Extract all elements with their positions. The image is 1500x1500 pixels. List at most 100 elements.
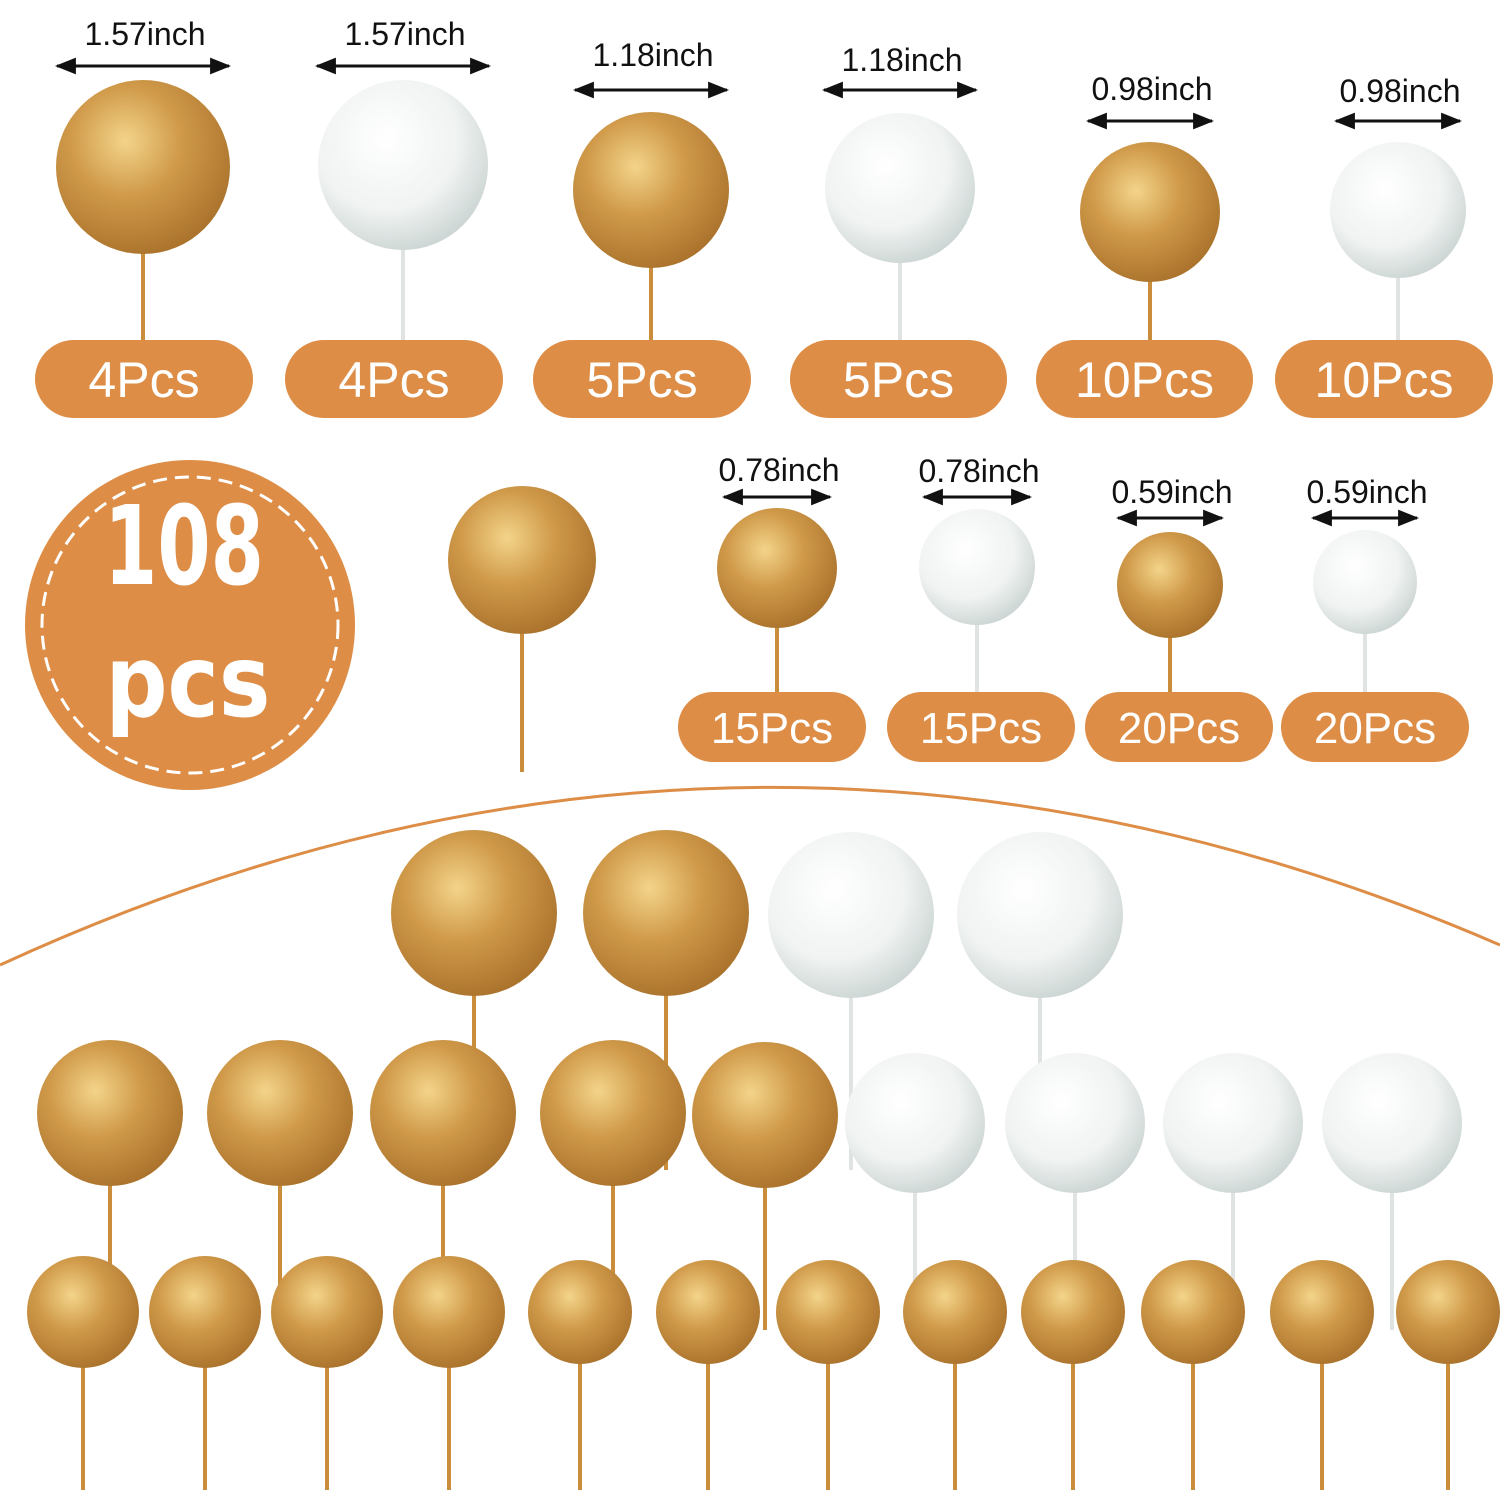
count-label: 4Pcs xyxy=(338,352,449,408)
ball xyxy=(56,80,230,254)
ball xyxy=(845,1053,985,1193)
badge-number: 108 xyxy=(104,482,264,610)
ball xyxy=(271,1256,383,1368)
size-label: 1.18inch xyxy=(593,37,714,73)
loose-ball xyxy=(448,486,596,772)
ball xyxy=(717,508,837,628)
size-label: 0.59inch xyxy=(1307,474,1428,510)
size-label: 1.18inch xyxy=(842,42,963,78)
size-label: 1.57inch xyxy=(345,16,466,52)
count-label: 10Pcs xyxy=(1075,352,1214,408)
ball xyxy=(1313,530,1417,634)
ball xyxy=(318,80,488,250)
ball xyxy=(776,1260,880,1364)
ball-gold xyxy=(1396,1260,1500,1490)
ball-gold xyxy=(903,1260,1007,1490)
product-ball-gold xyxy=(717,508,837,694)
count-pill xyxy=(678,692,866,762)
ball xyxy=(957,832,1123,998)
product-item: 0.78inch 15Pcs xyxy=(887,453,1075,762)
ball xyxy=(1163,1053,1303,1193)
ball xyxy=(1080,142,1220,282)
ball-gold xyxy=(393,1256,505,1490)
size-label: 0.59inch xyxy=(1112,474,1233,510)
product-item: 0.59inch 20Pcs xyxy=(1085,474,1273,762)
size-label: 0.98inch xyxy=(1092,71,1213,107)
ball xyxy=(656,1260,760,1364)
ball xyxy=(149,1256,261,1368)
ball xyxy=(583,830,749,996)
ball xyxy=(27,1256,139,1368)
ball-gold xyxy=(656,1260,760,1490)
ball xyxy=(370,1040,516,1186)
count-pill xyxy=(1281,692,1469,762)
badge-unit: pcs xyxy=(106,623,271,740)
count-pill xyxy=(533,340,751,418)
ball xyxy=(1270,1260,1374,1364)
ball xyxy=(448,486,596,634)
ball xyxy=(393,1256,505,1368)
count-pill xyxy=(1275,340,1493,418)
ball xyxy=(528,1260,632,1364)
ball xyxy=(1141,1260,1245,1364)
ball xyxy=(692,1042,838,1188)
size-label: 1.57inch xyxy=(85,16,206,52)
count-label: 15Pcs xyxy=(920,704,1042,753)
ball-gold xyxy=(27,1256,139,1490)
ball xyxy=(1396,1260,1500,1364)
ball xyxy=(825,113,975,263)
divider-arc xyxy=(0,785,1500,967)
product-item: 1.18inch 5Pcs xyxy=(533,37,751,418)
count-label: 20Pcs xyxy=(1118,704,1240,753)
ball xyxy=(37,1040,183,1186)
quantity-badge: 108 pcs xyxy=(25,460,355,790)
product-item: 0.59inch 20Pcs xyxy=(1281,474,1469,762)
ball xyxy=(207,1040,353,1186)
ball xyxy=(391,830,557,996)
ball xyxy=(573,112,729,268)
product-ball-gold xyxy=(56,80,230,342)
count-label: 5Pcs xyxy=(586,352,697,408)
product-ball-gold xyxy=(1117,532,1223,694)
count-label: 4Pcs xyxy=(88,352,199,408)
count-pill xyxy=(790,340,1007,418)
ball-gold xyxy=(149,1256,261,1490)
count-label: 5Pcs xyxy=(843,352,954,408)
count-label: 15Pcs xyxy=(711,704,833,753)
product-ball-gold xyxy=(1080,142,1220,342)
count-pill xyxy=(285,340,503,418)
ball xyxy=(1330,142,1466,278)
product-ball-white xyxy=(825,113,975,342)
ball-gold xyxy=(692,1042,838,1330)
count-pill xyxy=(1085,692,1273,762)
product-item: 0.98inch 10Pcs xyxy=(1275,73,1493,418)
product-item: 0.98inch 10Pcs xyxy=(1036,71,1253,418)
ball-white xyxy=(1322,1053,1462,1330)
product-ball-gold xyxy=(573,112,729,342)
ball xyxy=(1005,1053,1145,1193)
ball xyxy=(1322,1053,1462,1193)
count-label: 10Pcs xyxy=(1315,352,1454,408)
ball xyxy=(1021,1260,1125,1364)
size-label: 0.78inch xyxy=(719,452,840,488)
product-ball-white xyxy=(318,80,488,342)
ball xyxy=(768,832,934,998)
ball-gold xyxy=(1021,1260,1125,1490)
ball xyxy=(540,1040,686,1186)
ball-gold xyxy=(271,1256,383,1490)
product-item: 0.78inch 15Pcs xyxy=(678,452,866,762)
count-label: 20Pcs xyxy=(1314,704,1436,753)
count-pill xyxy=(1036,340,1253,418)
ball xyxy=(1117,532,1223,638)
ball xyxy=(903,1260,1007,1364)
count-pill xyxy=(35,340,253,418)
ball-gold xyxy=(776,1260,880,1490)
product-ball-white xyxy=(1330,142,1466,342)
ball xyxy=(919,509,1035,625)
ball-gold xyxy=(1270,1260,1374,1490)
ball-gold xyxy=(528,1260,632,1490)
product-item: 1.57inch 4Pcs xyxy=(35,16,253,418)
product-ball-white xyxy=(919,509,1035,694)
size-label: 0.98inch xyxy=(1340,73,1461,109)
